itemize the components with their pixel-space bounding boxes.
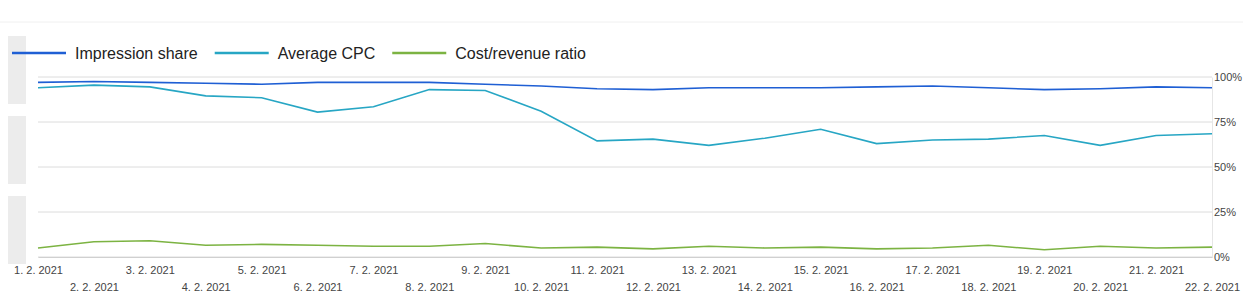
x-tick-label: 12. 2. 2021 xyxy=(626,281,681,293)
y-tick-label: 75% xyxy=(1214,116,1236,128)
x-tick: 4. 2. 2021 xyxy=(182,257,231,293)
x-tick-label: 17. 2. 2021 xyxy=(905,264,960,276)
x-tick-label: 16. 2. 2021 xyxy=(850,281,905,293)
redacted-block xyxy=(8,196,26,264)
x-tick-label: 22. 2. 2021 xyxy=(1185,281,1240,293)
x-tick-label: 14. 2. 2021 xyxy=(738,281,793,293)
x-tick: 5. 2. 2021 xyxy=(238,257,287,276)
separator xyxy=(0,22,1243,23)
x-tick: 3. 2. 2021 xyxy=(126,257,175,276)
y-tick-label: 100% xyxy=(1214,71,1242,83)
legend-entry: Impression share xyxy=(12,45,198,62)
x-tick: 12. 2. 2021 xyxy=(626,257,681,293)
x-tick-label: 21. 2. 2021 xyxy=(1129,264,1184,276)
x-tick-label: 8. 2. 2021 xyxy=(405,281,454,293)
series-line xyxy=(38,241,1212,250)
x-tick-label: 1. 2. 2021 xyxy=(14,264,63,276)
x-tick: 17. 2. 2021 xyxy=(905,257,960,276)
y-axis: 0% 25% 50% 75% 100% xyxy=(1212,71,1242,263)
legend-label: Average CPC xyxy=(278,45,376,62)
legend-swatch xyxy=(12,52,66,55)
x-tick-label: 6. 2. 2021 xyxy=(294,281,343,293)
x-tick-label: 10. 2. 2021 xyxy=(514,281,569,293)
x-tick-label: 2. 2. 2021 xyxy=(70,281,119,293)
x-tick: 14. 2. 2021 xyxy=(738,257,793,293)
x-tick: 16. 2. 2021 xyxy=(850,257,905,293)
x-tick: 10. 2. 2021 xyxy=(514,257,569,293)
y-tick: 25% xyxy=(1212,206,1236,218)
y-tick: 50% xyxy=(1212,161,1236,173)
series-line xyxy=(38,82,1212,90)
header-strip xyxy=(0,0,1243,22)
x-tick: 11. 2. 2021 xyxy=(570,257,624,276)
x-tick-label: 9. 2. 2021 xyxy=(461,264,510,276)
legend-label: Impression share xyxy=(75,45,198,62)
x-tick-label: 5. 2. 2021 xyxy=(238,264,287,276)
y-tick: 75% xyxy=(1212,116,1236,128)
legend-entry: Average CPC xyxy=(215,45,376,62)
x-tick: 18. 2. 2021 xyxy=(961,257,1016,293)
x-tick-label: 18. 2. 2021 xyxy=(961,281,1016,293)
x-tick: 9. 2. 2021 xyxy=(461,257,510,276)
y-tick-label: 25% xyxy=(1214,206,1236,218)
series-line xyxy=(38,85,1212,145)
grid-line xyxy=(38,122,1212,123)
x-tick: 7. 2. 2021 xyxy=(349,257,398,276)
redacted-block xyxy=(8,116,26,184)
x-tick: 22. 2. 2021 xyxy=(1185,257,1240,293)
grid xyxy=(38,77,1212,257)
y-axis-line xyxy=(1212,78,1213,258)
grid-line xyxy=(38,167,1212,168)
x-tick-label: 19. 2. 2021 xyxy=(1017,264,1072,276)
legend-swatch xyxy=(392,52,446,55)
y-tick: 0% xyxy=(1212,251,1230,263)
x-tick: 19. 2. 2021 xyxy=(1017,257,1072,276)
x-tick: 2. 2. 2021 xyxy=(70,257,119,293)
plot-area xyxy=(38,82,1212,250)
grid-line xyxy=(38,257,1212,258)
grid-line xyxy=(38,77,1212,78)
redacted-block xyxy=(8,36,26,104)
grid-line xyxy=(38,212,1212,213)
x-tick: 20. 2. 2021 xyxy=(1073,257,1128,293)
legend: Impression share Average CPC Cost/revenue … xyxy=(12,45,586,62)
x-tick-label: 7. 2. 2021 xyxy=(349,264,398,276)
x-tick-label: 4. 2. 2021 xyxy=(182,281,231,293)
x-tick-label: 11. 2. 2021 xyxy=(570,264,624,276)
chart: 0% 25% 50% 75% 100% 1. 2. 2021 2. 2. 2021 3. 2.… xyxy=(0,0,1243,306)
x-tick: 13. 2. 2021 xyxy=(682,257,737,276)
x-tick: 21. 2. 2021 xyxy=(1129,257,1184,276)
legend-label: Cost/revenue ratio xyxy=(455,45,586,62)
x-tick-label: 13. 2. 2021 xyxy=(682,264,737,276)
x-tick: 1. 2. 2021 xyxy=(14,257,63,276)
y-tick-label: 50% xyxy=(1214,161,1236,173)
x-tick: 6. 2. 2021 xyxy=(294,257,343,293)
x-tick-label: 3. 2. 2021 xyxy=(126,264,175,276)
x-axis-line xyxy=(39,257,1213,258)
x-tick: 15. 2. 2021 xyxy=(794,257,849,276)
legend-swatch xyxy=(215,52,269,55)
legend-entry: Cost/revenue ratio xyxy=(392,45,586,62)
x-tick-label: 15. 2. 2021 xyxy=(794,264,849,276)
x-tick-label: 20. 2. 2021 xyxy=(1073,281,1128,293)
y-tick: 100% xyxy=(1212,71,1242,83)
x-tick: 8. 2. 2021 xyxy=(405,257,454,293)
y-tick-label: 0% xyxy=(1214,251,1230,263)
x-axis: 1. 2. 2021 2. 2. 2021 3. 2. 2021 4. 2. 2021… xyxy=(14,257,1240,293)
